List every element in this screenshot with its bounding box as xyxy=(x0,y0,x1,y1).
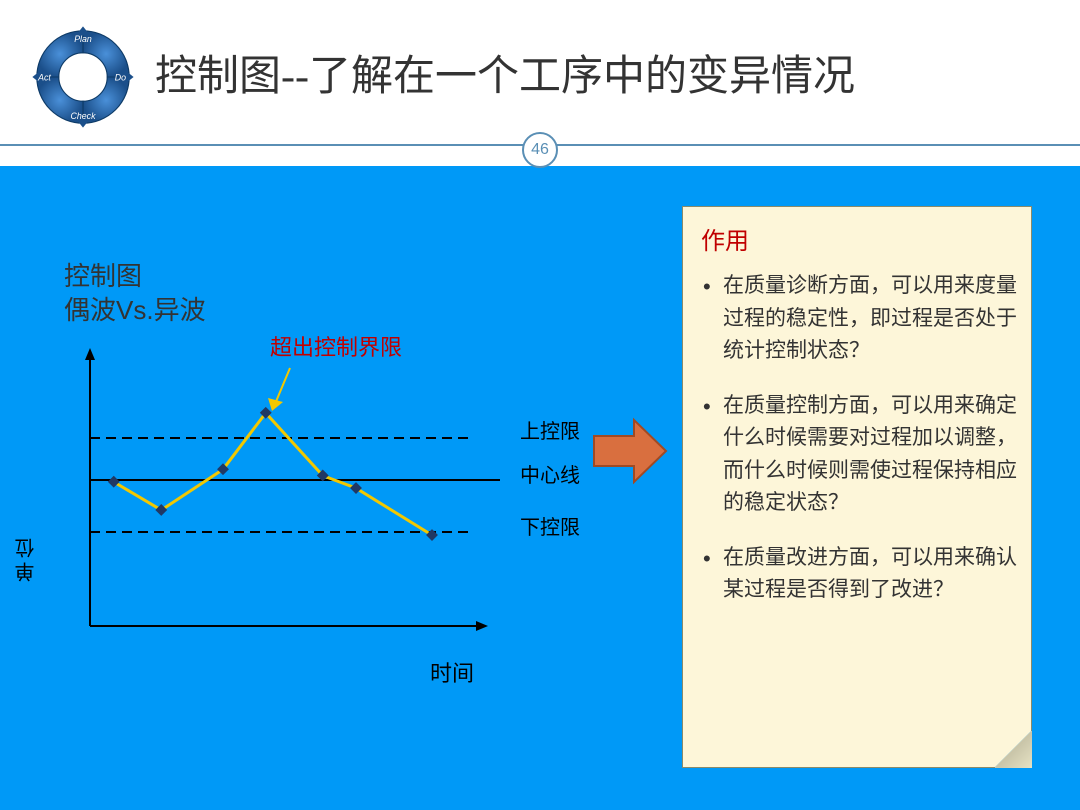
page-number: 46 xyxy=(531,141,549,159)
label-centerline: 中心线 xyxy=(520,459,580,488)
header: Plan Do Check Act 控制图--了解在一个工序中的变异情况 xyxy=(0,0,1080,146)
svg-text:Act: Act xyxy=(37,72,51,82)
chart-title-2: 偶波Vs.异波 xyxy=(64,290,206,327)
slide: Plan Do Check Act 控制图--了解在一个工序中的变异情况 46 … xyxy=(0,0,1080,810)
label-lcl: 下控限 xyxy=(520,511,580,540)
info-box-header: 作用 xyxy=(701,221,1019,256)
label-ucl: 上控限 xyxy=(520,415,580,444)
slide-title: 控制图--了解在一个工序中的变异情况 xyxy=(155,42,855,103)
body-area: 控制图 偶波Vs.异波 超出控制界限 上控限 xyxy=(0,166,1080,810)
x-axis-label: 时间 xyxy=(430,656,474,688)
page-number-badge: 46 xyxy=(522,132,558,168)
info-list: 在质量诊断方面，可以用来度量过程的稳定性，即过程是否处于统计控制状态？ 在质量控… xyxy=(701,270,1019,607)
info-bullet: 在质量诊断方面，可以用来度量过程的稳定性，即过程是否处于统计控制状态？ xyxy=(701,270,1019,368)
control-chart: 控制图 偶波Vs.异波 超出控制界限 上控限 xyxy=(40,226,600,686)
svg-text:Plan: Plan xyxy=(74,34,92,44)
info-bullet: 在质量控制方面，可以用来确定什么时候需要对过程加以调整，而什么时候则需使过程保持… xyxy=(701,390,1019,520)
svg-text:Check: Check xyxy=(71,111,97,121)
control-chart-svg xyxy=(40,326,520,666)
chart-title-1: 控制图 xyxy=(64,256,142,293)
pdca-cycle-icon: Plan Do Check Act xyxy=(28,22,138,132)
svg-text:Do: Do xyxy=(115,72,126,82)
y-axis-label: 单位 xyxy=(12,534,41,582)
page-fold-icon xyxy=(994,730,1032,768)
arrow-icon xyxy=(590,416,670,486)
info-bullet: 在质量改进方面，可以用来确认某过程是否得到了改进？ xyxy=(701,542,1019,607)
info-box: 作用 在质量诊断方面，可以用来度量过程的稳定性，即过程是否处于统计控制状态？ 在… xyxy=(682,206,1032,768)
